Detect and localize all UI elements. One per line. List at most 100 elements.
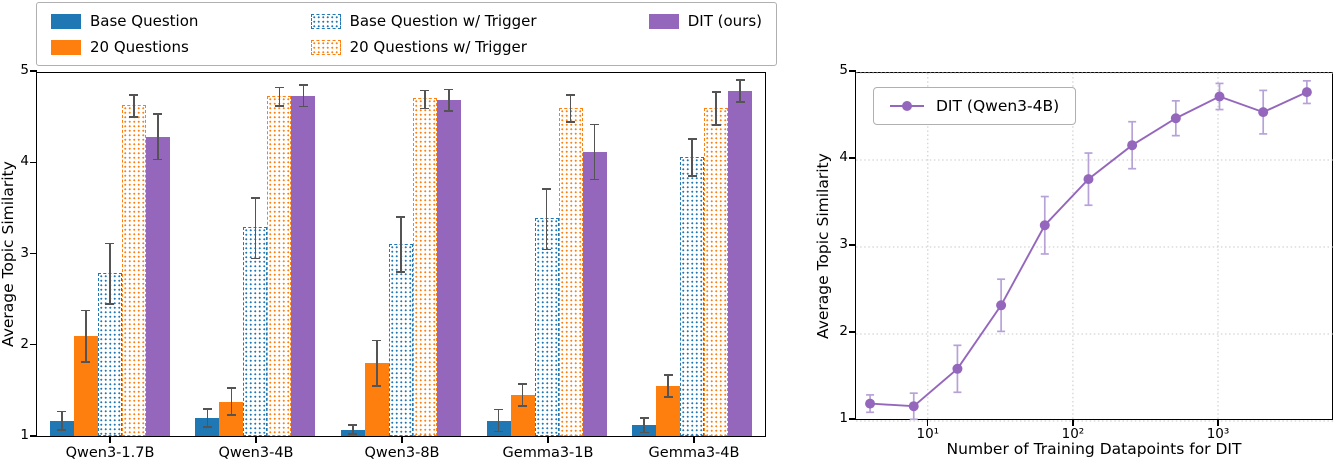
error-bar-line: [593, 124, 596, 180]
error-bar-line: [61, 411, 63, 430]
y-tick-mark: [849, 70, 856, 72]
legend-swatch-20-questions-trigger: [310, 39, 341, 55]
error-bar-cap: [202, 426, 212, 428]
error-bar-line: [206, 408, 209, 427]
error-bar-cap: [250, 257, 260, 260]
error-bar-cap: [202, 407, 212, 410]
y-tick-mark: [30, 70, 37, 72]
error-bar-cap: [687, 138, 697, 141]
error-bar-line: [133, 94, 135, 117]
x-tick-label: 10²: [1061, 426, 1085, 442]
error-bar-cap: [444, 88, 454, 91]
bar: [486, 408, 511, 436]
y-tick-label: 3: [839, 236, 848, 252]
error-bar-cap: [153, 158, 163, 161]
y-tick-label: 5: [839, 62, 848, 78]
bar-chart-figure: Base Question 20 Questions Base Question…: [0, 2, 777, 461]
error-bar-cap: [590, 123, 600, 126]
bar: [97, 242, 122, 436]
error-bar-cap: [735, 101, 745, 103]
error-bar-line: [448, 89, 450, 112]
legend-label-base-question: Base Question: [90, 12, 199, 30]
error-bar-line: [715, 92, 717, 125]
error-bar-cap: [298, 83, 308, 86]
y-tick-mark: [30, 344, 37, 346]
x-tick-mark: [927, 419, 929, 426]
error-bar-cap: [639, 431, 649, 434]
bar-group: [37, 73, 183, 436]
legend-swatch-20-questions: [51, 39, 81, 55]
x-tick-mark: [401, 436, 403, 443]
legend-label-20-questions-trigger: 20 Questions w/ Trigger: [349, 38, 527, 56]
y-tick-mark: [849, 157, 856, 159]
bar: [243, 197, 268, 436]
error-bar-cap: [711, 91, 721, 93]
x-tick-mark: [693, 436, 695, 443]
error-bar-line: [739, 80, 741, 103]
legend-label-dit: DIT (ours): [687, 12, 762, 30]
error-bar-cap: [274, 86, 284, 89]
error-bar-cap: [250, 197, 260, 199]
error-bar-line: [521, 384, 524, 407]
error-bar-line: [400, 217, 402, 272]
bar-groups: [37, 73, 765, 436]
y-tick-mark: [849, 244, 856, 246]
error-bar-line: [691, 139, 693, 176]
bar: [121, 94, 146, 436]
error-bar-line: [497, 409, 500, 432]
error-bar-line: [667, 375, 669, 398]
bar: [49, 410, 74, 436]
error-bar-cap: [687, 174, 697, 177]
line-legend-marker-icon: [890, 101, 924, 111]
line-chart-svg: [856, 72, 1334, 422]
error-bar-line: [569, 94, 572, 123]
error-bar-cap: [57, 410, 67, 413]
error-bar-cap: [226, 387, 236, 389]
error-bar-cap: [105, 302, 115, 305]
y-tick-label: 1: [839, 410, 848, 426]
error-bar-cap: [420, 89, 430, 92]
error-bar-cap: [396, 271, 406, 273]
error-bar-cap: [735, 79, 745, 82]
y-tick-label: 2: [20, 335, 29, 352]
y-tick-label: 4: [20, 153, 29, 170]
bar: [73, 309, 98, 436]
legend-swatch-base-question: [51, 13, 81, 29]
bar: [632, 417, 657, 436]
error-bar-cap: [153, 112, 163, 115]
error-bar-line: [376, 340, 378, 387]
error-bar-cap: [372, 385, 382, 388]
error-bar-cap: [542, 248, 552, 251]
error-bar-cap: [518, 383, 528, 386]
x-tick-label: Qwen3-1.7B: [65, 445, 155, 461]
line-chart-x-axis-label: Number of Training Datapoints for DIT: [946, 440, 1242, 458]
error-bar-line: [230, 387, 233, 416]
bar: [436, 88, 461, 436]
legend-item-dit: DIT (ours): [648, 12, 762, 30]
legend-swatch-base-question-trigger: [310, 13, 341, 29]
x-tick-label: Gemma3-4B: [648, 445, 740, 461]
bar: [412, 89, 437, 436]
y-tick-mark: [849, 418, 856, 420]
x-tick-mark: [1072, 419, 1074, 426]
bar: [582, 123, 607, 436]
legend-item-base-question: Base Question: [51, 12, 198, 30]
line-legend-dot-icon: [902, 101, 912, 111]
error-bar-line: [545, 189, 548, 250]
y-tick-mark: [30, 161, 37, 163]
bar-group: [474, 73, 620, 436]
y-tick-label: 3: [20, 244, 29, 261]
bar-group: [328, 73, 474, 436]
x-tick-label: Gemma3-1B: [502, 445, 594, 461]
y-tick-label: 1: [20, 427, 29, 443]
error-bar-line: [302, 84, 305, 107]
bar: [558, 94, 583, 436]
legend-item-20-questions: 20 Questions: [51, 38, 198, 56]
error-bar-line: [352, 425, 354, 435]
x-tick-label: Qwen3-4B: [218, 445, 294, 461]
error-bar-cap: [348, 424, 358, 426]
error-bar-line: [278, 87, 281, 106]
bar-group: [619, 73, 765, 436]
error-bar-cap: [444, 110, 454, 112]
